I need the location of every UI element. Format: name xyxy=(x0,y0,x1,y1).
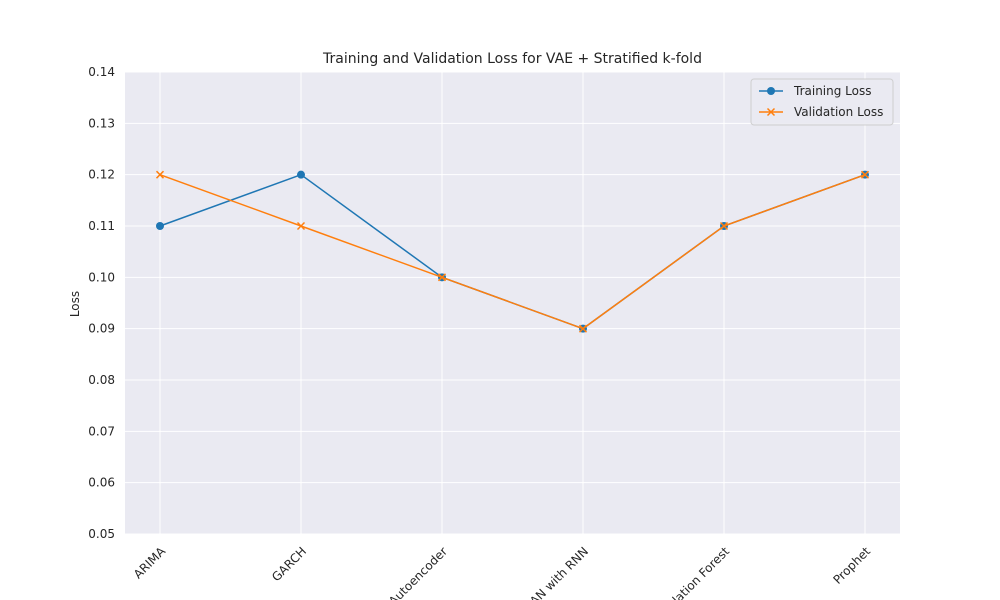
y-tick-label: 0.05 xyxy=(88,527,115,541)
y-tick-label: 0.13 xyxy=(88,116,115,130)
x-tick-label: Autoencoder xyxy=(386,544,450,600)
data-point xyxy=(155,170,165,179)
series-line xyxy=(159,173,866,330)
legend-entry: Validation Loss xyxy=(759,105,883,119)
x-tick-label: GARCH xyxy=(269,544,309,584)
y-tick-label: 0.14 xyxy=(88,65,115,79)
legend-entry: Training Loss xyxy=(759,84,871,98)
chart-title: Training and Validation Loss for VAE + S… xyxy=(322,51,702,67)
data-point xyxy=(860,170,870,179)
y-gridlines xyxy=(125,71,900,535)
y-tick-label: 0.08 xyxy=(88,373,115,387)
legend-marker xyxy=(766,107,776,117)
data-point xyxy=(437,273,447,282)
legend-label: Training Loss xyxy=(793,84,871,98)
y-tick-label: 0.07 xyxy=(88,424,115,438)
y-tick-labels: 0.05 0.06 0.07 0.08 0.09 0.10 0.11 0.12 0.13 0.14 xyxy=(88,65,115,541)
legend-marker xyxy=(767,87,775,95)
x-tick-label: Isolation Forest xyxy=(658,544,733,600)
data-point xyxy=(719,221,729,231)
y-tick-label: 0.06 xyxy=(88,476,115,490)
series-validation-loss xyxy=(155,170,870,333)
y-tick-label: 0.12 xyxy=(88,168,115,182)
x-gridlines xyxy=(159,72,866,534)
x-tick-label: GAN with RNN xyxy=(520,544,591,600)
x-tick-label: ARIMA xyxy=(131,544,169,582)
x-tick-labels: ARIMA GARCH Autoencoder GAN with RNN Isolati… xyxy=(131,544,873,600)
y-axis-label: Loss xyxy=(68,291,82,317)
data-point xyxy=(297,170,305,179)
data-point xyxy=(156,222,164,230)
y-tick-label: 0.10 xyxy=(88,270,115,284)
legend-label: Validation Loss xyxy=(794,105,883,119)
data-point xyxy=(578,324,588,333)
legend-box xyxy=(750,78,894,126)
series-layer xyxy=(155,170,870,333)
x-tick-label: Prophet xyxy=(830,544,873,587)
y-tick-label: 0.09 xyxy=(88,322,115,336)
legend: Training Loss Validation Loss xyxy=(750,78,894,126)
y-tick-label: 0.11 xyxy=(88,219,115,233)
data-point xyxy=(296,221,306,231)
